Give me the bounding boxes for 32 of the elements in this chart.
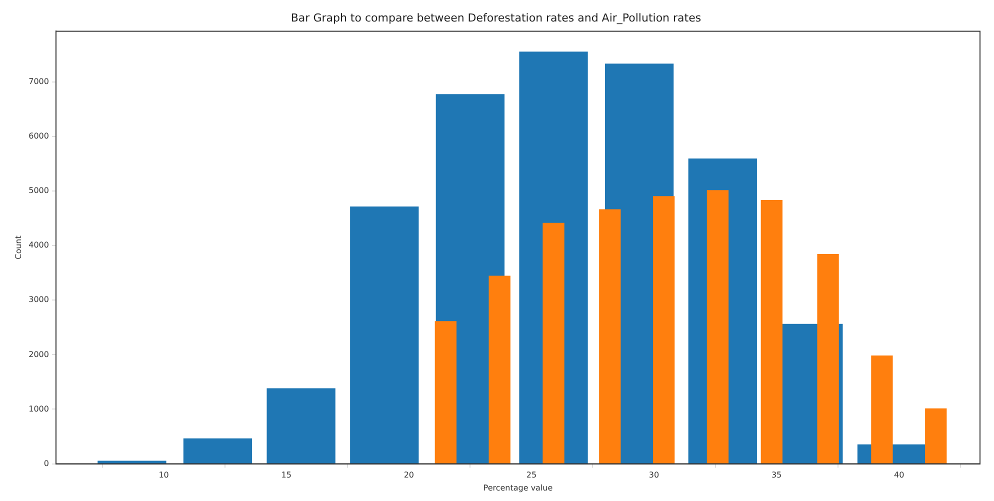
x-tick-label: 10 [158,470,169,480]
bar [871,355,893,464]
x-tick-label: 15 [281,470,292,480]
bar [706,190,729,464]
y-tick-label: 1000 [28,404,49,414]
bar [266,388,336,464]
y-tick-label: 0 [44,458,49,468]
bar [183,438,252,464]
bar [350,206,419,464]
bar [98,460,166,464]
bar [542,222,564,464]
x-tick-label: 20 [404,470,414,480]
x-tick-label: 25 [526,470,537,480]
x-axis-title: Percentage value [483,483,553,492]
y-tick-label: 7000 [28,77,49,86]
y-tick-label: 3000 [28,295,49,304]
bar [760,200,782,464]
x-tick-label: 30 [648,470,660,480]
y-tick-label: 4000 [28,240,49,250]
bar [652,196,675,464]
bar [817,254,839,464]
y-tick-label: 6000 [28,132,49,141]
y-tick-label: 5000 [28,186,49,196]
bar [599,209,621,464]
y-axis-title: Count [14,236,23,260]
bar [925,408,947,464]
bar [488,276,510,464]
x-tick-label: 35 [771,470,782,480]
x-tick-label: 40 [894,470,904,480]
y-tick-label: 2000 [28,350,49,359]
bar [434,321,457,464]
chart-title: Bar Graph to compare between Deforestation rates and Air_Pollution rates [290,11,702,24]
